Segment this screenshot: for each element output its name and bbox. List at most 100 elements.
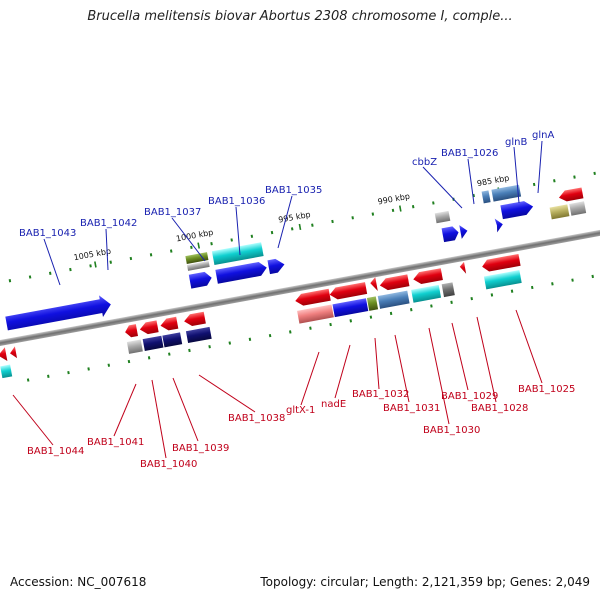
label-bab1-1038[interactable]: BAB1_1038 [228,413,285,424]
gene-cbbz-arrow[interactable] [459,224,468,239]
bottom-scale-dot-21 [450,300,453,304]
gene-glna-cds[interactable] [500,200,534,220]
label-bab1-1036[interactable]: BAB1_1036 [208,196,265,207]
bottom-scale-dot-19 [409,308,413,312]
gene-bab1-1039[interactable] [162,332,183,348]
topology-text: Topology: circular; Length: 2,121,359 bp… [260,575,590,589]
gene-bab1-1032-r[interactable] [369,277,378,292]
gene-gltx-1-r[interactable] [294,288,331,307]
gene-bab1-1030-r[interactable] [412,268,443,285]
rotated-track: 1005 kbp 1000 kbp 995 kbp 990 kbp 985 kb… [0,171,600,382]
top-scale-dot-1 [28,275,32,279]
gene-bab1-1037-cds[interactable] [188,271,213,289]
label-bab1-1041[interactable]: BAB1_1041 [87,437,144,448]
label-bab1-1030[interactable]: BAB1_1030 [423,425,480,436]
bottom-scale-dot-7 [168,352,171,356]
top-scale-dot-0 [8,279,12,283]
gene-bab1-1031-r[interactable] [379,274,410,291]
gene-right-khaki[interactable] [549,204,570,220]
label-glnb[interactable]: glnB [505,137,527,148]
gene-bab1-1041-gray[interactable] [126,339,143,354]
label-bab1-1029[interactable]: BAB1_1029 [441,391,498,402]
bottom-scale-dot-14 [309,326,312,330]
label-glna[interactable]: glnA [532,130,554,141]
gene-bab1-1028[interactable] [459,261,467,275]
label-bab1-1044[interactable]: BAB1_1044 [27,446,84,457]
gene-bab1-1044-b[interactable] [9,346,18,359]
gene-right-reverse[interactable] [558,187,584,202]
gene-gltx-1[interactable] [297,304,334,324]
scale-label-990: 990 kbp [377,192,411,207]
label-bab1-1042[interactable]: BAB1_1042 [80,218,137,229]
gene-bab1-1038-r[interactable] [183,311,206,328]
bottom-scale-dot-17 [369,315,373,319]
label-bab1-1032[interactable]: BAB1_1032 [352,389,409,400]
gene-bab1-1044-c[interactable] [0,364,13,379]
bottom-scale-dot-27 [571,278,574,282]
label-bab1-1026[interactable]: BAB1_1026 [441,148,498,159]
bottom-scale-dot-15 [329,322,332,327]
gene-bab1-1040[interactable] [142,335,164,351]
top-scale-dot-15 [311,223,314,227]
top-scale-dot-17 [351,216,354,220]
gene-bab1-1041[interactable] [124,324,138,338]
label-nade[interactable]: nadE [321,399,346,410]
gene-bab1-1026[interactable] [494,217,504,233]
top-scale-dot-13 [270,230,274,235]
top-scale-dot-20 [411,205,415,209]
map-title: Brucella melitensis biovar Abortus 2308 … [87,9,513,24]
gene-bab1-1044-a[interactable] [0,347,8,362]
gene-bab1-1043[interactable] [5,294,113,335]
gene-bab1-1038[interactable] [185,326,212,344]
genome-backbone [0,224,600,350]
gene-nade[interactable] [332,298,369,318]
gene-bab1-1032[interactable] [366,296,379,311]
bottom-scale-dot-4 [107,363,111,367]
label-bab1-1043[interactable]: BAB1_1043 [19,228,76,239]
bottom-scale-dot-8 [188,348,191,353]
label-bab1-1040[interactable]: BAB1_1040 [140,459,197,470]
label-bab1-1039[interactable]: BAB1_1039 [172,443,229,454]
label-bab1-1037[interactable]: BAB1_1037 [144,207,201,218]
label-bab1-1035[interactable]: BAB1_1035 [265,185,322,196]
scale-label-995: 995 kbp [278,210,312,225]
gene-cbbz-cds[interactable] [441,226,460,243]
label-bab1-1025[interactable]: BAB1_1025 [518,384,575,395]
gene-glna[interactable] [491,184,522,202]
bottom-scale-dot-2 [67,370,70,375]
top-scale-dot-28 [573,175,576,179]
bottom-scale-dot-18 [389,311,393,316]
bottom-scale-track [26,274,594,382]
gene-bab1-1039-r[interactable] [159,316,179,332]
label-bab1-1031[interactable]: BAB1_1031 [383,403,440,414]
gene-bab1-1035[interactable] [267,257,285,275]
bottom-gene-labels: BAB1_1044 BAB1_1041 BAB1_1040 BAB1_1039 … [27,384,575,470]
top-scale-dot-27 [553,179,556,183]
gene-nade-r[interactable] [329,282,368,300]
gene-bab1-1040-r[interactable] [139,320,159,335]
top-scale-dot-16 [331,219,334,224]
gene-bab1-1029[interactable] [441,282,455,298]
gene-bab1-1037[interactable] [185,252,209,264]
label-gltx-1[interactable]: gltX-1 [286,405,315,416]
gene-cbbz[interactable] [434,210,451,224]
gene-glnb[interactable] [481,190,491,204]
top-scale-dot-21 [432,201,435,205]
gene-bab1-1031[interactable] [377,290,410,309]
top-scale-dot-19 [391,208,395,213]
gene-bab1-1025-r[interactable] [481,253,521,273]
bottom-scale-dot-6 [147,356,151,360]
label-cbbz[interactable]: cbbZ [412,157,437,168]
label-bab1-1028[interactable]: BAB1_1028 [471,403,528,414]
top-scale-dot-2 [48,271,52,275]
top-scale-dot-4 [89,264,92,268]
top-scale-dot-9 [190,245,193,250]
gene-bab1-1037-b[interactable] [186,260,210,271]
gene-bab1-1036-cds[interactable] [215,261,268,284]
gene-bab1-1030[interactable] [411,284,442,303]
gene-bab1-1036[interactable] [211,242,264,266]
bottom-scale-dot-11 [248,337,252,341]
gene-right-gray[interactable] [569,201,587,216]
bottom-scale-dot-13 [289,330,292,334]
gene-bab1-1025[interactable] [483,270,522,290]
